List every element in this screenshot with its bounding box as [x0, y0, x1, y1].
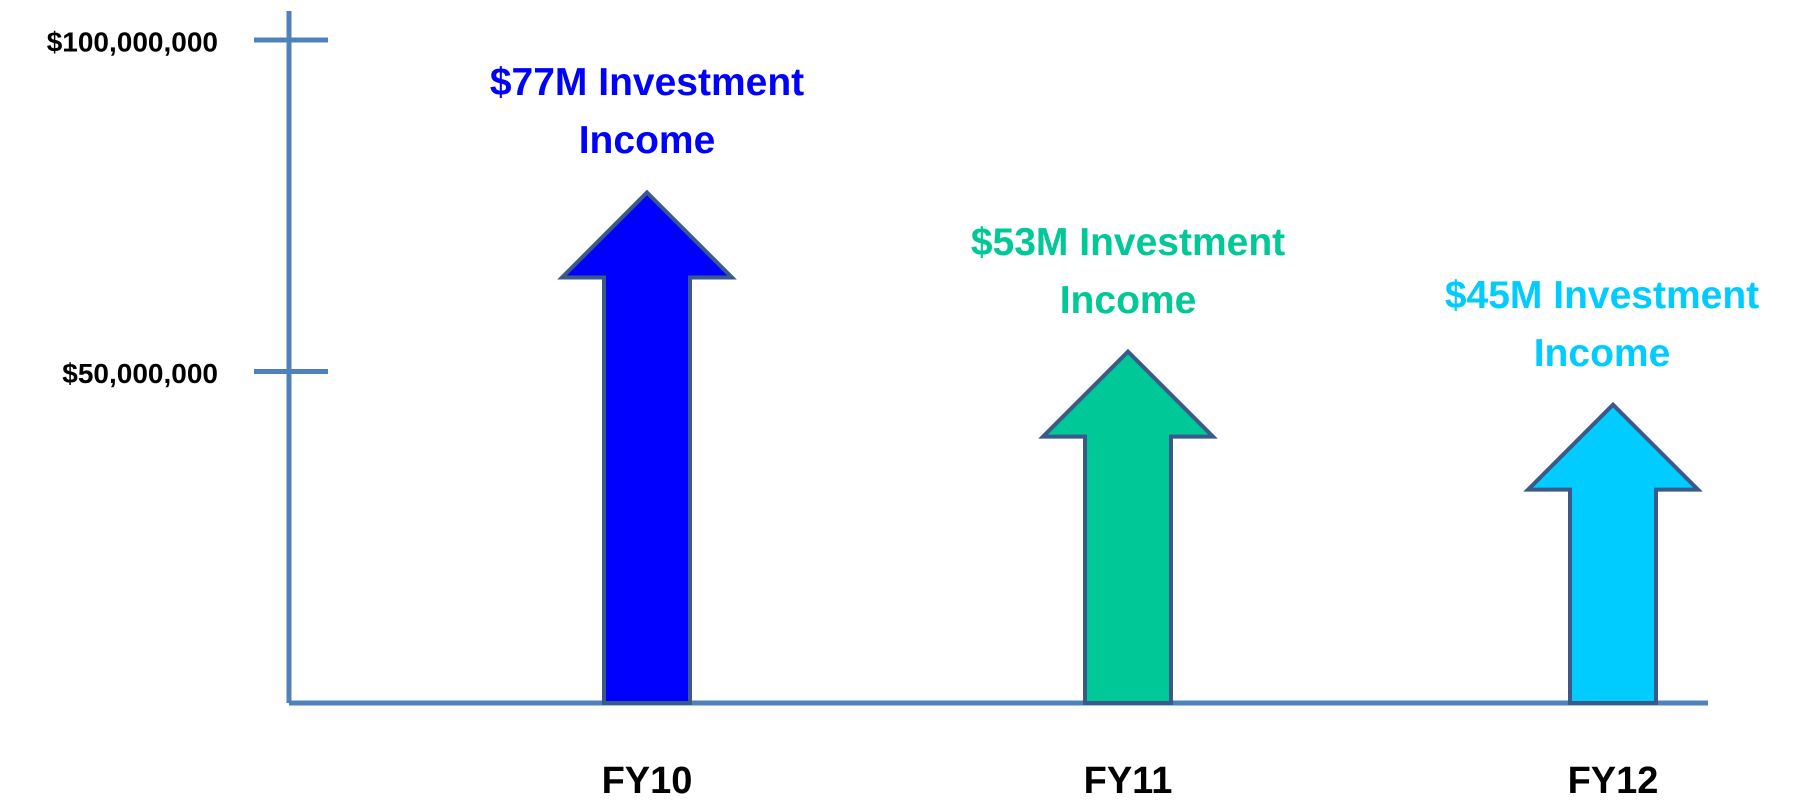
value-label: $77M Investment Income: [489, 61, 805, 163]
value-label: $45M Investment Income: [1444, 273, 1760, 375]
value-label: $53M Investment Income: [970, 220, 1286, 322]
y-tick-label: $50,000,000: [62, 358, 218, 389]
x-tick-label: FY11: [1084, 760, 1173, 802]
arrow-bar: [557, 189, 737, 705]
arrow-bar: [1523, 401, 1703, 705]
y-tick-label: $100,000,000: [47, 26, 218, 57]
arrow-bar: [1038, 348, 1218, 705]
x-tick-label: FY12: [1568, 760, 1659, 802]
x-tick-label: FY10: [602, 760, 693, 802]
